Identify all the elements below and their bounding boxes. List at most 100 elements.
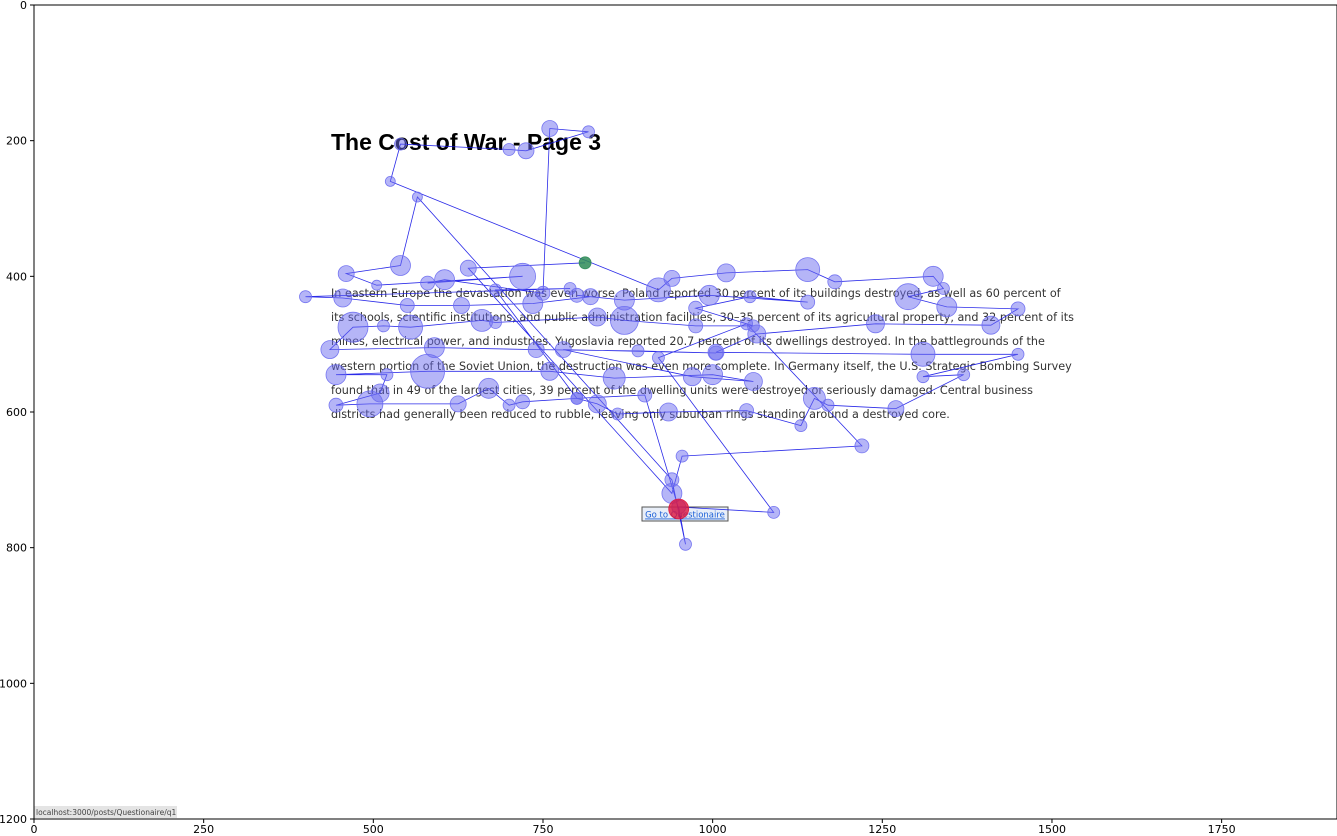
fixation-point <box>337 311 369 343</box>
y-tick-label: 1200 <box>0 813 27 826</box>
x-tick-label: 500 <box>363 823 384 836</box>
fixation-point <box>646 277 671 303</box>
x-tick-label: 1250 <box>868 823 896 836</box>
fixation-point <box>708 345 724 361</box>
fixation-point <box>515 394 530 410</box>
fixation-point <box>957 368 971 382</box>
paragraph-line: western portion of the Soviet Union, the… <box>331 360 1072 373</box>
fixation-point <box>563 282 577 295</box>
fixation-point <box>663 269 681 287</box>
fixation-point <box>744 372 763 391</box>
fixation-point <box>394 137 407 151</box>
fixation-point <box>410 353 446 389</box>
fixation-point <box>910 341 936 367</box>
y-tick-label: 200 <box>6 135 27 148</box>
fixation-point <box>371 279 383 291</box>
fixation-point <box>502 398 516 412</box>
fixation-point <box>320 340 340 360</box>
fixation-point <box>611 407 624 421</box>
y-tick-label: 1000 <box>0 677 27 690</box>
fixation-point <box>1010 301 1026 317</box>
fixation-point <box>827 274 843 290</box>
fixation-point <box>299 290 312 304</box>
fixation-point <box>554 341 572 359</box>
paragraph-line: found that in 49 of the largest cities, … <box>331 384 1033 397</box>
fixation-point <box>587 307 607 327</box>
paragraph-line: its schools, scientific institutions, an… <box>331 311 1074 324</box>
fixation-point <box>434 269 456 291</box>
y-tick-label: 400 <box>6 270 27 283</box>
fixation-point <box>795 257 821 283</box>
fixation-point <box>380 368 394 382</box>
fixation-point <box>981 315 1001 335</box>
fixation-point <box>587 394 607 414</box>
fixation-point <box>652 351 665 365</box>
fixation-point <box>333 288 353 308</box>
fixation-point <box>602 366 626 390</box>
fixation-point <box>540 361 560 381</box>
fixation-point <box>411 191 423 203</box>
x-tick-label: 750 <box>532 823 553 836</box>
fixation-point <box>637 387 653 403</box>
fixation-point <box>854 438 870 454</box>
fixation-point <box>328 397 344 413</box>
fixation-point <box>614 289 635 311</box>
fixation-point <box>922 265 944 287</box>
fixation-point <box>509 262 536 290</box>
fixation-point <box>631 344 645 358</box>
fixation-point <box>716 263 736 283</box>
x-tick-label: 0 <box>31 823 38 836</box>
stimulus-page: The Cost of War - Page 3 In eastern Euro… <box>34 129 1074 818</box>
fixation-point <box>794 419 808 433</box>
x-tick-label: 1500 <box>1038 823 1066 836</box>
fixation-point <box>679 537 692 551</box>
status-bar-url: localhost:3000/posts/Questionaire/q1 <box>36 808 176 817</box>
fixation-point <box>800 294 816 310</box>
fixation-point <box>384 175 396 187</box>
fixation-point <box>937 282 950 295</box>
fixation-point <box>582 125 595 139</box>
fixation-point-end <box>668 498 690 520</box>
fixation-point <box>423 337 445 359</box>
fixation-point <box>688 300 704 316</box>
fixation-point <box>659 402 678 422</box>
fixation-point <box>747 319 760 333</box>
fixation-point <box>1011 347 1025 361</box>
fixation-point <box>702 364 723 386</box>
fixation-point <box>489 316 502 329</box>
fixation-point <box>377 319 390 333</box>
status-bar <box>34 806 177 818</box>
fixation-point <box>894 283 922 311</box>
fixation-point <box>803 386 826 410</box>
fixation-point <box>527 341 545 359</box>
fixation-point <box>936 296 958 318</box>
fixation-point <box>610 305 639 335</box>
fixation-point <box>675 449 689 463</box>
y-tick-label: 800 <box>6 542 27 555</box>
fixation-point-start <box>578 256 592 270</box>
fixation-point <box>517 142 535 160</box>
page-title: The Cost of War - Page 3 <box>331 129 601 155</box>
fixation-point <box>325 364 347 386</box>
fixation-point <box>459 259 477 277</box>
fixation-point <box>489 283 502 297</box>
fixation-point <box>541 120 559 137</box>
paragraph-line: mines, electrical power, and industries.… <box>331 335 1045 348</box>
fixation-point <box>767 506 781 519</box>
fixation-point <box>887 400 905 418</box>
fixation-point <box>866 314 885 334</box>
fixation-point <box>449 395 467 413</box>
fixation-point <box>916 370 930 384</box>
x-tick-label: 1000 <box>699 823 727 836</box>
fixation-point <box>502 143 516 156</box>
fixation-point <box>743 290 757 304</box>
y-tick-label: 600 <box>6 406 27 419</box>
paragraph-line: districts had generally been reduced to … <box>331 408 950 421</box>
fixation-point <box>664 472 680 488</box>
fixation-point <box>582 288 599 306</box>
fixation-point <box>370 383 390 403</box>
fixation-point <box>390 255 411 276</box>
fixation-point <box>478 377 500 399</box>
